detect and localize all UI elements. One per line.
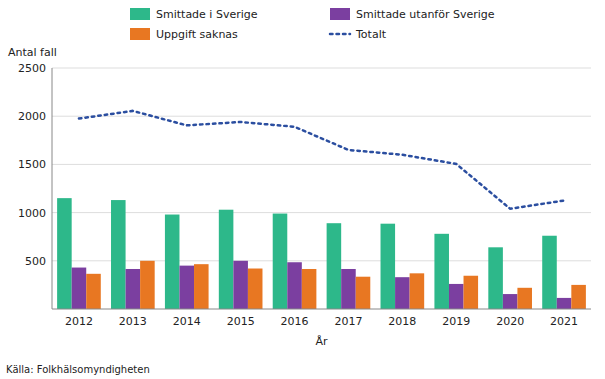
marks [57,111,586,309]
bar [434,234,449,309]
bar [557,298,572,309]
legend-swatch [130,8,150,20]
annotation: Källa: Folkhälsomyndigheten [6,364,150,375]
grid-line [52,68,591,69]
bar [395,277,410,309]
bar [302,269,317,309]
x-axis-label: År [315,335,328,348]
legend-swatch [330,33,350,36]
bar [517,288,532,309]
bar [57,198,72,309]
line [79,111,564,209]
bar [111,200,126,309]
grid [52,68,591,261]
bar [449,284,464,309]
y-axis-line [52,68,53,309]
legend-label: Smittade i Sverige [156,8,258,21]
bar [219,210,234,309]
bar [341,269,356,309]
bar [356,277,371,309]
bar [410,273,425,309]
x-tick-label: 2017 [334,315,362,328]
x-tick-label: 2018 [388,315,416,328]
chart: 500 1000 1500 2000 2500 2012 2013 2014 2015 2016 2… [0,0,605,379]
grid-line [52,260,591,261]
y-tick-label: 1000 [18,207,46,220]
bar [126,269,141,309]
x-tick-label: 2020 [496,315,524,328]
x-tick-label: 2013 [119,315,147,328]
legend-swatch [130,28,150,40]
bar [464,276,479,309]
legend-label: Uppgift saknas [156,28,238,41]
x-tick-label: 2019 [442,315,470,328]
x-axis-line [52,309,591,310]
legend-label: Smittade utanför Sverige [356,8,495,21]
legend-label: Totalt [355,28,387,41]
bar [542,236,557,309]
x-tick-label: 2015 [227,315,255,328]
bar [488,247,503,309]
grid-line [52,212,591,213]
bar [248,269,263,309]
x-tick-label: 2016 [281,315,309,328]
bar [165,215,180,309]
x-tick-label: 2014 [173,315,201,328]
x-tick-label: 2021 [550,315,578,328]
y-tick-label: 2500 [18,62,46,75]
grid-line [52,164,591,165]
bar [233,261,248,309]
y-axis-label: Antal fall [8,46,57,59]
y-tick-label: 1500 [18,158,46,171]
legend-swatch [330,8,350,20]
grid-line [52,116,591,117]
x-tick-label: 2012 [65,315,93,328]
bar [287,262,302,309]
bar [327,223,342,309]
bar [503,294,518,309]
y-tick-label: 500 [25,255,46,268]
bar [72,268,87,309]
bar [86,274,101,309]
bar [273,214,288,309]
y-tick-label: 2000 [18,110,46,123]
bar [381,224,396,309]
legend: Smittade i Sverige Smittade utanför Sveri… [130,8,495,41]
bar [140,261,155,309]
bar [179,266,194,309]
bar [194,264,209,309]
bar [571,285,586,309]
